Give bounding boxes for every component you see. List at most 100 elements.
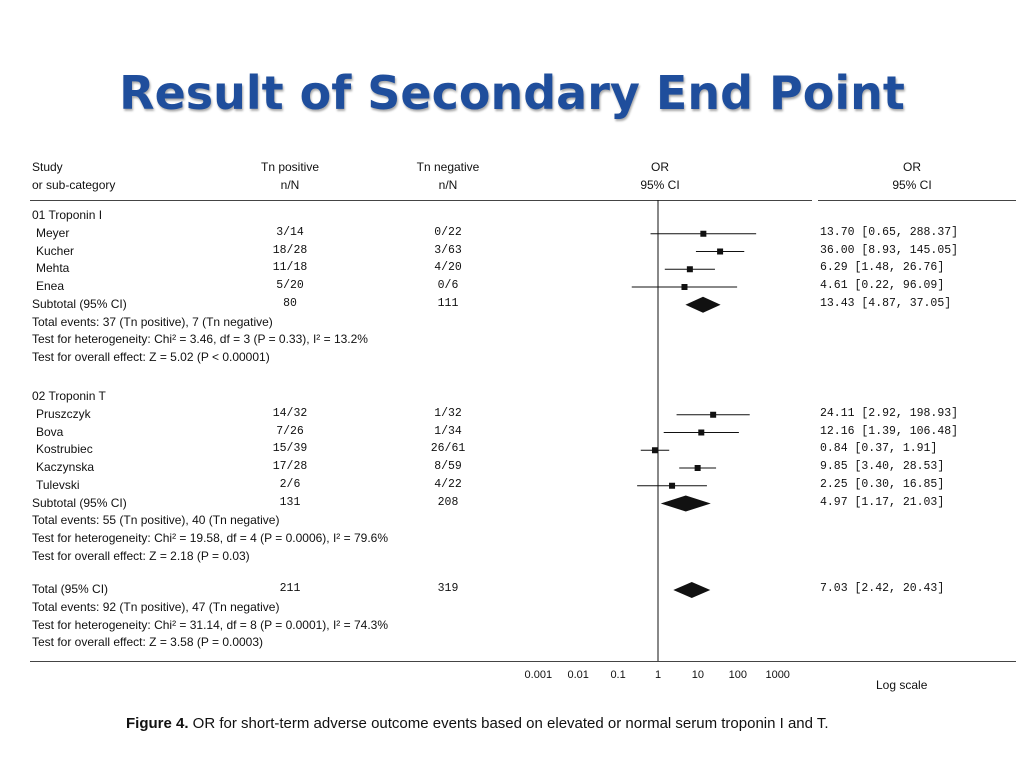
study-tn-positive: 15/39 — [272, 442, 308, 456]
header-tn-negative: Tn negative n/N — [398, 158, 498, 194]
total-note: Test for overall effect: Z = 3.58 (P = 0… — [32, 635, 264, 650]
pooled-diamond — [673, 582, 711, 598]
header-tn-negative-line1: Tn negative — [416, 160, 480, 174]
study-name: Meyer — [36, 225, 70, 240]
x-tick-label: 0.01 — [567, 669, 588, 681]
study-tn-negative: 4/22 — [434, 477, 462, 491]
header-or-values-line2: 95% CI — [892, 178, 932, 192]
header-tn-negative-line2: n/N — [438, 178, 458, 192]
header-or-values: OR 95% CI — [862, 158, 962, 194]
header-tn-positive: Tn positive n/N — [240, 158, 340, 194]
study-tn-negative: 1/32 — [434, 406, 462, 420]
point-estimate — [651, 447, 658, 454]
subtotal-tn-negative: 111 — [437, 296, 459, 310]
figure-caption: Figure 4. OR for short-term adverse outc… — [126, 715, 829, 732]
header-or-plot-line1: OR — [651, 160, 669, 174]
study-name: Kostrubiec — [36, 442, 93, 457]
study-tn-positive: 17/28 — [272, 460, 308, 473]
group-heading: 01 Troponin I — [32, 208, 103, 222]
total-note: Test for heterogeneity: Chi² = 31.14, df… — [32, 617, 388, 632]
study-name: Kaczynska — [36, 460, 95, 474]
x-tick-label: 100 — [729, 669, 747, 681]
subtotal-label: Subtotal (95% CI) — [32, 296, 127, 311]
study-or-ci: 6.29 [1.48, 26.76] — [820, 261, 945, 275]
x-tick-label: 1000 — [765, 669, 789, 681]
header-tn-positive-line1: Tn positive — [260, 160, 320, 174]
group-note: Total events: 37 (Tn positive), 7 (Tn ne… — [32, 314, 273, 329]
point-estimate — [698, 429, 705, 436]
total-tn-positive: 211 — [279, 582, 301, 595]
study-name: Bova — [36, 424, 64, 439]
total-tn-negative: 319 — [437, 582, 459, 595]
subtotal-label: Subtotal (95% CI) — [32, 495, 127, 510]
slide-title: Result of Secondary End Point — [119, 66, 905, 120]
study-tn-negative: 3/63 — [434, 243, 462, 257]
subtotal-tn-negative: 208 — [437, 495, 459, 509]
point-estimate — [694, 465, 701, 471]
group-note: Total events: 55 (Tn positive), 40 (Tn n… — [32, 513, 280, 528]
study-or-ci: 2.25 [0.30, 16.85] — [820, 477, 945, 491]
x-axis-label: Log scale — [876, 678, 928, 692]
group-heading: 02 Troponin T — [32, 389, 106, 403]
study-name: Pruszczyk — [36, 406, 91, 421]
header-study-line1: Study — [32, 160, 63, 174]
header-study-line2: or sub-category — [32, 178, 116, 192]
study-tn-positive: 11/18 — [272, 261, 308, 275]
total-or-ci: 7.03 [2.42, 20.43] — [820, 582, 945, 595]
point-estimate — [681, 284, 688, 290]
study-name: Kucher — [36, 243, 75, 258]
bottom-rule — [30, 661, 1016, 662]
study-tn-positive: 2/6 — [279, 477, 301, 491]
study-tn-negative: 26/61 — [430, 442, 466, 456]
study-tn-negative: 4/20 — [434, 261, 462, 275]
study-tn-negative: 8/59 — [434, 460, 462, 473]
pooled-diamond — [660, 495, 711, 512]
study-name: Mehta — [36, 261, 70, 276]
point-estimate — [669, 482, 676, 489]
study-tn-positive: 7/26 — [276, 424, 304, 438]
group-note: Test for overall effect: Z = 2.18 (P = 0… — [32, 548, 250, 563]
figure-caption-label: Figure 4. — [126, 715, 189, 732]
group-note: Test for heterogeneity: Chi² = 19.58, df… — [32, 531, 388, 545]
point-estimate — [700, 230, 707, 237]
header-tn-positive-line2: n/N — [280, 178, 300, 192]
header-rule-left — [30, 200, 812, 201]
study-name: Tulevski — [36, 477, 80, 492]
subtotal-tn-positive: 80 — [283, 296, 297, 310]
study-tn-negative: 1/34 — [434, 424, 462, 438]
study-or-ci: 24.11 [2.92, 198.93] — [820, 406, 959, 420]
study-or-ci: 9.85 [3.40, 28.53] — [820, 460, 945, 473]
x-tick-label: 1 — [655, 669, 661, 681]
study-tn-negative: 0/22 — [434, 225, 462, 239]
study-or-ci: 4.61 [0.22, 96.09] — [820, 279, 945, 292]
study-tn-negative: 0/6 — [437, 279, 459, 292]
study-or-ci: 12.16 [1.39, 106.48] — [820, 424, 959, 438]
total-note: Total events: 92 (Tn positive), 47 (Tn n… — [32, 599, 280, 614]
header-rule-right — [818, 200, 1016, 201]
study-or-ci: 0.84 [0.37, 1.91] — [820, 442, 938, 456]
x-tick-label: 0.1 — [610, 669, 625, 681]
total-label: Total (95% CI) — [32, 582, 109, 596]
study-or-ci: 36.00 [8.93, 145.05] — [820, 243, 959, 257]
header-study: Study or sub-category — [32, 158, 115, 194]
subtotal-or-ci: 13.43 [4.87, 37.05] — [820, 296, 952, 310]
header-or-values-line1: OR — [903, 160, 921, 174]
subtotal-tn-positive: 131 — [279, 495, 301, 509]
group-note: Test for overall effect: Z = 5.02 (P < 0… — [32, 350, 270, 364]
study-tn-positive: 5/20 — [276, 279, 304, 292]
point-estimate — [710, 411, 717, 418]
header-or-plot-line2: 95% CI — [640, 178, 680, 192]
point-estimate — [686, 266, 693, 273]
study-name: Enea — [36, 279, 65, 293]
study-tn-positive: 18/28 — [272, 243, 308, 257]
subtotal-or-ci: 4.97 [1.17, 21.03] — [820, 495, 945, 509]
header-or-plot: OR 95% CI — [610, 158, 710, 194]
x-tick-label: 10 — [692, 669, 704, 681]
figure-caption-text: OR for short-term adverse outcome events… — [188, 715, 829, 732]
point-estimate — [717, 248, 724, 255]
study-tn-positive: 3/14 — [276, 225, 304, 239]
group-note: Test for heterogeneity: Chi² = 3.46, df … — [32, 332, 368, 347]
x-tick-label: 0.001 — [525, 669, 553, 681]
pooled-diamond — [685, 296, 721, 313]
